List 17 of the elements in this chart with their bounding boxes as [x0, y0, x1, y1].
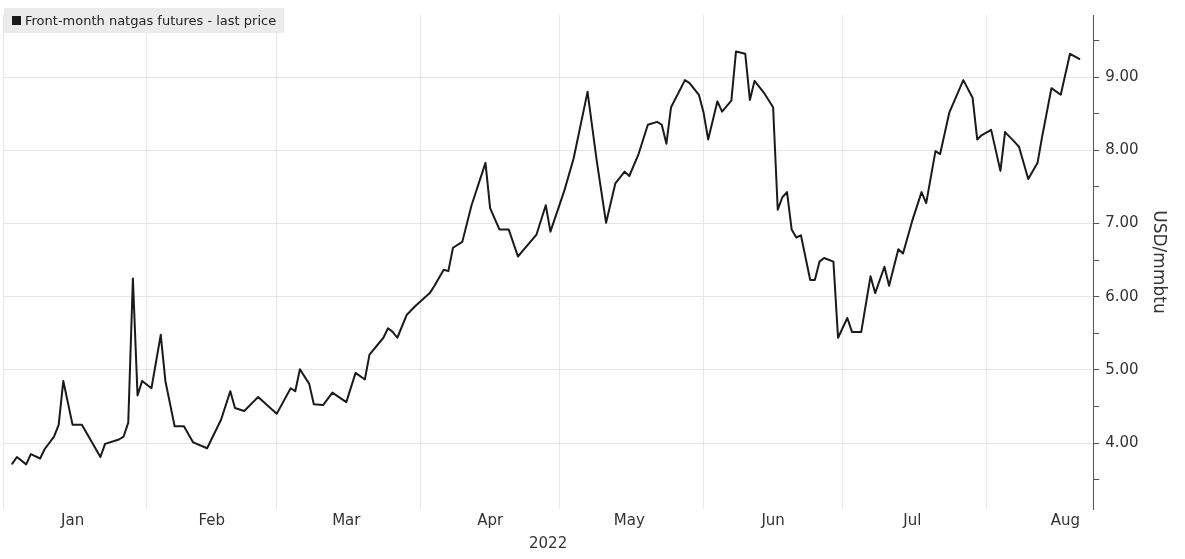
- x-tick-label: Aug: [1050, 510, 1081, 529]
- x-tick-label: Mar: [332, 510, 362, 529]
- y-tick-label: 5.00: [1105, 359, 1139, 378]
- x-tick-label: Feb: [198, 510, 226, 529]
- y-tick-label: 9.00: [1105, 67, 1139, 86]
- y-tick-label: 8.00: [1105, 140, 1139, 159]
- y-axis-title: USD/mmbtu: [1150, 210, 1171, 314]
- x-axis-title: 2022: [529, 533, 568, 552]
- x-tick-label: Jul: [902, 510, 922, 529]
- y-tick-label: 7.00: [1105, 213, 1139, 232]
- x-tick-label: May: [613, 510, 645, 529]
- x-tick-label: Apr: [477, 510, 504, 529]
- x-tick-label: Jan: [60, 510, 85, 529]
- x-tick-label: Jun: [760, 510, 785, 529]
- legend-label: Front-month natgas futures - last price: [25, 13, 277, 28]
- y-tick-label: 6.00: [1105, 286, 1139, 305]
- y-tick-label: 4.00: [1105, 433, 1139, 452]
